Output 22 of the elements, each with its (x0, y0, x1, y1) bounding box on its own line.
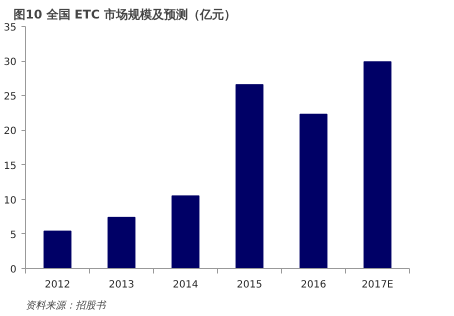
y-tick-label: 10 (4, 195, 17, 206)
bar (108, 216, 136, 268)
y-tick-label: 5 (10, 230, 17, 241)
y-tick-label: 20 (4, 126, 17, 138)
bar (44, 230, 72, 268)
y-tick-label: 0 (10, 264, 17, 276)
y-tick-label: 30 (4, 57, 17, 68)
bar (236, 84, 264, 268)
y-tick-label: 25 (4, 92, 17, 103)
bar (300, 114, 328, 268)
x-tick-label: 2014 (172, 280, 198, 290)
chart-title: 图10 全国 ETC 市场规模及预测（亿元） (14, 8, 236, 22)
x-tick-label: 2012 (44, 280, 70, 290)
y-tick-label: 15 (4, 160, 17, 172)
bar (364, 61, 392, 268)
y-tick-label: 35 (4, 22, 17, 34)
x-tick-label: 2015 (236, 280, 262, 290)
x-tick-label: 2013 (108, 280, 134, 290)
x-tick-label: 2016 (300, 280, 326, 290)
text: 资料来源：招股书 (26, 300, 106, 312)
x-tick-label: 2017E (362, 280, 394, 290)
bar (172, 195, 200, 268)
